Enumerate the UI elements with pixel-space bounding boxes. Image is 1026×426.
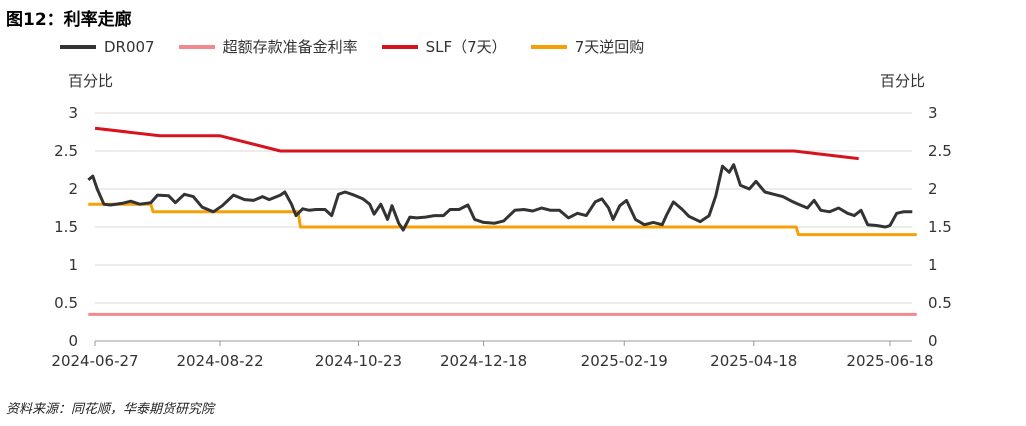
series-lines — [87, 126, 917, 316]
y-tick-right: 1.5 — [928, 218, 952, 236]
series-line-0 — [87, 163, 913, 232]
y-tick-left: 1 — [68, 256, 78, 274]
x-tick-label: 2025-06-18 — [846, 352, 933, 370]
x-tick-label: 2024-06-27 — [51, 352, 138, 370]
y-axis-left: 0 0.5 1 1.5 2 2.5 3 — [54, 104, 78, 350]
source-note: 资料来源：同花顺，华泰期货研究院 — [6, 402, 215, 417]
chart-legend: DR007 超额存款准备金利率 SLF（7天） 7天逆回购 — [60, 36, 668, 57]
x-tick-label: 2024-10-23 — [315, 352, 402, 370]
legend-item-slf-7d: SLF（7天） — [381, 36, 507, 57]
y-tick-left: 1.5 — [54, 218, 78, 236]
y-tick-right: 0 — [928, 332, 938, 350]
y-axis-unit-right: 百分比 — [880, 72, 926, 90]
y-axis-right: 0 0.5 1 1.5 2 2.5 3 — [928, 104, 952, 350]
y-tick-right: 0.5 — [928, 294, 952, 312]
legend-label-dr007: DR007 — [104, 37, 155, 56]
legend-label-reverse-repo-7d: 7天逆回购 — [574, 38, 645, 56]
legend-swatch-slf-7d — [381, 44, 418, 49]
y-tick-right: 1 — [928, 256, 938, 274]
x-tick-label: 2024-08-22 — [176, 352, 263, 370]
y-tick-left: 3 — [68, 104, 78, 122]
y-tick-left: 2.5 — [54, 142, 78, 160]
x-axis: 2024-06-27 2024-08-22 2024-10-23 2024-12-18… — [51, 340, 934, 370]
legend-item-reverse-repo-7d: 7天逆回购 — [530, 36, 645, 57]
y-tick-right: 2 — [928, 180, 938, 198]
y-tick-right: 2.5 — [928, 142, 952, 160]
legend-label-excess-reserve-rate: 超额存款准备金利率 — [222, 38, 358, 56]
y-tick-left: 0.5 — [54, 294, 78, 312]
x-tick-label: 2025-02-19 — [581, 352, 668, 370]
x-tick-label: 2025-04-18 — [710, 352, 797, 370]
legend-swatch-excess-reserve-rate — [178, 44, 215, 49]
legend-label-slf-7d: SLF（7天） — [425, 38, 507, 56]
y-tick-left: 0 — [68, 332, 78, 350]
y-tick-left: 2 — [68, 180, 78, 198]
legend-swatch-dr007 — [60, 44, 96, 49]
legend-item-excess-reserve-rate: 超额存款准备金利率 — [178, 36, 358, 57]
chart-title: 图12：利率走廊 — [6, 10, 132, 30]
series-line-3 — [88, 202, 917, 237]
line-chart: 00.511.522.53 00.511.522.53 2024-06-27 20… — [51, 104, 952, 370]
legend-item-dr007: DR007 — [60, 38, 155, 56]
x-tick-label: 2024-12-18 — [440, 352, 527, 370]
y-tick-right: 3 — [928, 104, 938, 122]
legend-swatch-reverse-repo-7d — [530, 44, 567, 49]
series-line-2 — [94, 126, 859, 161]
y-axis-unit-left: 百分比 — [68, 72, 114, 90]
